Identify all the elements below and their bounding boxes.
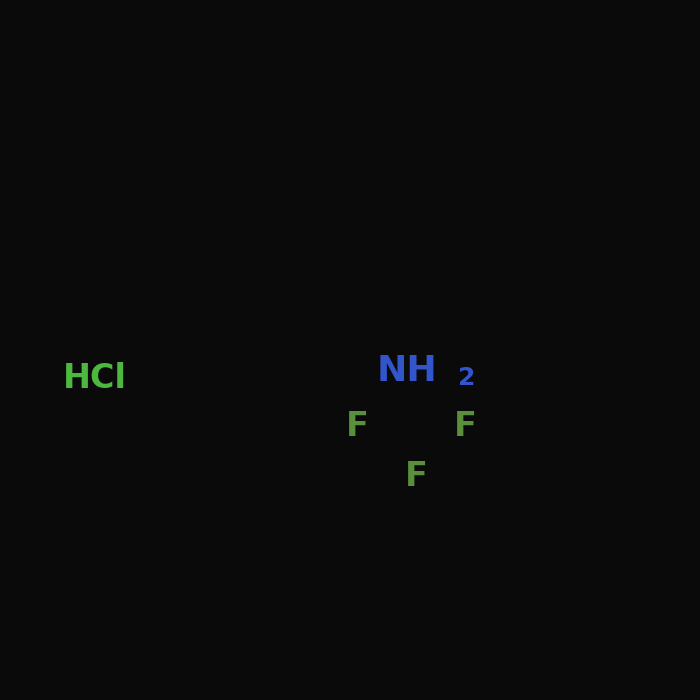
Text: NH: NH [377,354,438,388]
Text: F: F [454,410,477,444]
Text: F: F [405,459,428,493]
Text: F: F [346,410,368,444]
Text: 2: 2 [458,366,476,390]
Text: HCl: HCl [62,361,127,395]
